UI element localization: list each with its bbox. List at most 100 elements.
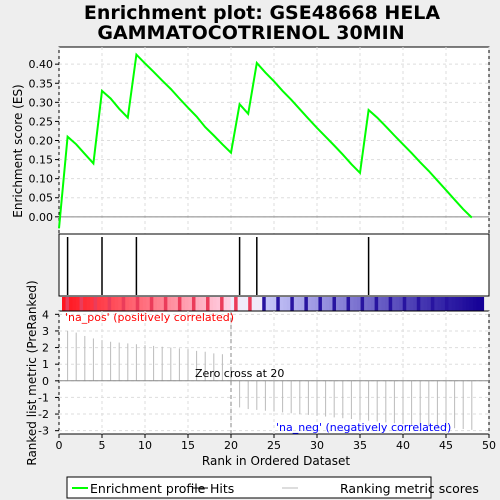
x-tick-label: 30 bbox=[310, 439, 324, 452]
color-bar-segment bbox=[139, 297, 144, 311]
color-bar-segment bbox=[255, 297, 260, 311]
color-bar-segment bbox=[476, 297, 481, 311]
color-bar-segment bbox=[206, 297, 211, 311]
hits-panel bbox=[58, 233, 490, 297]
color-bar-segment bbox=[325, 297, 330, 311]
color-bar-segment bbox=[272, 297, 277, 311]
color-bar-segment bbox=[65, 297, 70, 311]
color-bar-segment bbox=[97, 297, 102, 311]
es-tick-label: 0.20 bbox=[29, 135, 54, 148]
legend-box bbox=[66, 476, 432, 499]
legend-label-1: Hits bbox=[210, 481, 234, 496]
color-bar-segment bbox=[434, 297, 439, 311]
color-bar-segment bbox=[209, 297, 214, 311]
color-bar-segment bbox=[409, 297, 414, 311]
es-tick-label: 0.15 bbox=[29, 154, 54, 167]
es-axis-label: Enrichment score (ES) bbox=[11, 84, 25, 217]
color-bar-segment bbox=[279, 297, 284, 311]
color-bar-segment bbox=[230, 297, 235, 311]
color-bar-segment bbox=[79, 297, 84, 311]
color-bar-segment bbox=[427, 297, 432, 311]
color-bar-segment bbox=[430, 297, 435, 311]
negative-correlation-label: 'na_neg' (negatively correlated) bbox=[276, 421, 451, 434]
color-bar-segment bbox=[269, 297, 274, 311]
color-bar-segment bbox=[304, 297, 309, 311]
color-bar-segment bbox=[181, 297, 186, 311]
color-bar-segment bbox=[458, 297, 464, 311]
color-bar-segment bbox=[451, 297, 456, 311]
color-bar-segment bbox=[111, 297, 116, 311]
color-bar-segment bbox=[90, 297, 95, 311]
metric-tick-label: 2 bbox=[42, 342, 49, 355]
color-bar-segment bbox=[188, 297, 193, 311]
color-bar-segment bbox=[318, 297, 323, 311]
color-bar-segment bbox=[381, 297, 386, 311]
color-bar-segment bbox=[83, 297, 88, 311]
color-bar-segment bbox=[184, 297, 190, 311]
color-bar-segment bbox=[163, 297, 168, 311]
metric-tick-label: 3 bbox=[42, 325, 49, 338]
es-tick-label: 0.25 bbox=[29, 115, 54, 128]
color-bar-segment bbox=[416, 297, 421, 311]
metric-tick-label: -2 bbox=[38, 408, 49, 421]
color-bar-segment bbox=[283, 297, 288, 311]
color-bar-segment bbox=[76, 297, 81, 311]
metric-axis-label: Ranked list metric (PreRanked) bbox=[25, 280, 39, 465]
color-bar-segment bbox=[388, 297, 393, 311]
color-bar-segment bbox=[135, 297, 140, 311]
color-bar-segment bbox=[346, 297, 351, 311]
color-bar-segment bbox=[202, 297, 207, 311]
color-bar-segment bbox=[100, 297, 105, 311]
legend-label-2: Ranking metric scores bbox=[340, 481, 479, 496]
color-bar-segment bbox=[220, 297, 225, 311]
es-tick-label: 0.00 bbox=[29, 211, 54, 224]
positive-correlation-label: 'na_pos' (positively correlated) bbox=[65, 311, 234, 324]
color-bar-segment bbox=[170, 297, 175, 311]
color-bar-segment bbox=[350, 297, 355, 311]
color-bar-segment bbox=[104, 297, 109, 311]
color-bar-segment bbox=[132, 297, 137, 311]
color-bar-segment bbox=[328, 297, 334, 311]
color-bar-segment bbox=[357, 297, 362, 311]
color-bar-segment bbox=[300, 297, 305, 311]
legend-label-0: Enrichment profile bbox=[90, 481, 206, 496]
color-bar-segment bbox=[423, 297, 428, 311]
color-bar-segment bbox=[448, 297, 453, 311]
color-bar-segment bbox=[265, 297, 270, 311]
color-bar-segment bbox=[160, 297, 165, 311]
color-bar-segment bbox=[367, 297, 372, 311]
color-bar-segment bbox=[93, 297, 98, 311]
color-bar-segment bbox=[191, 297, 197, 311]
color-bar-segment bbox=[462, 297, 467, 311]
ranking-color-bar bbox=[62, 297, 485, 311]
color-bar-segment bbox=[335, 297, 341, 311]
color-bar-segment bbox=[86, 297, 91, 311]
es-tick-label: 0.05 bbox=[29, 192, 54, 205]
color-bar-segment bbox=[234, 297, 239, 311]
color-bar-segment bbox=[455, 297, 460, 311]
color-bar-segment bbox=[213, 297, 218, 311]
x-tick-label: 40 bbox=[396, 439, 410, 452]
color-bar-segment bbox=[244, 297, 249, 311]
x-tick-label: 15 bbox=[181, 439, 195, 452]
color-bar-segment bbox=[353, 297, 358, 311]
x-tick-label: 0 bbox=[56, 439, 63, 452]
color-bar-segment bbox=[413, 297, 418, 311]
color-bar-segment bbox=[195, 297, 200, 311]
color-bar-segment bbox=[69, 297, 74, 311]
color-bar-segment bbox=[374, 297, 379, 311]
es-tick-label: 0.10 bbox=[29, 173, 54, 186]
x-axis-label: Rank in Ordered Dataset bbox=[202, 454, 350, 468]
color-bar-segment bbox=[378, 297, 383, 311]
x-tick-label: 25 bbox=[267, 439, 281, 452]
x-tick-label: 10 bbox=[138, 439, 152, 452]
color-bar-segment bbox=[149, 297, 154, 311]
color-bar-segment bbox=[114, 297, 119, 311]
color-bar-segment bbox=[437, 297, 442, 311]
color-bar-segment bbox=[153, 297, 158, 311]
color-bar-segment bbox=[441, 297, 446, 311]
color-bar-segment bbox=[307, 297, 312, 311]
color-bar-segment bbox=[198, 297, 204, 311]
es-tick-label: 0.40 bbox=[29, 58, 54, 71]
color-bar-segment bbox=[177, 297, 182, 311]
